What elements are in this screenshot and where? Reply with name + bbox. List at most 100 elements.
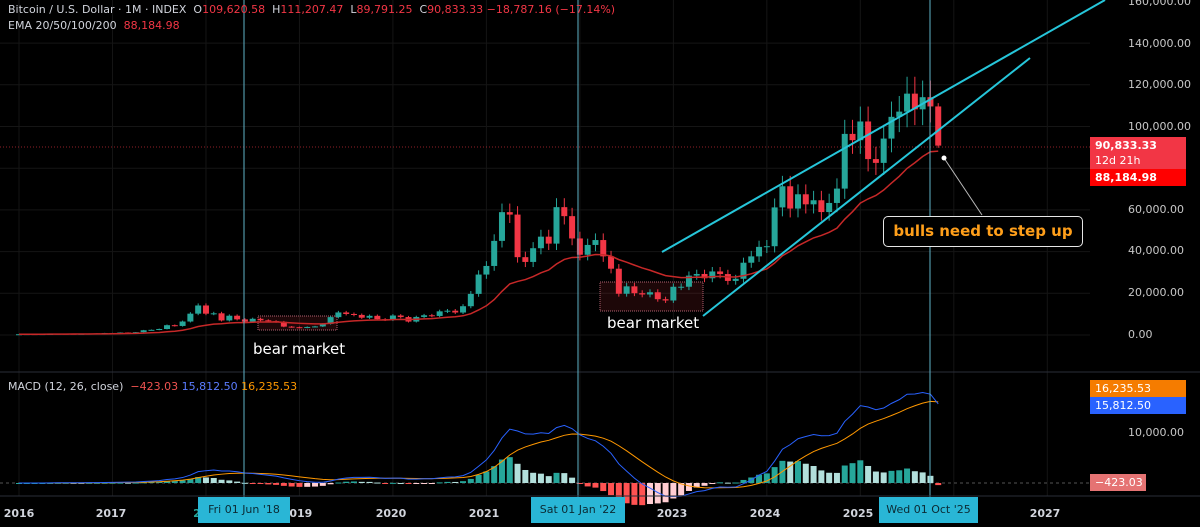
macd-histogram-bar: [164, 481, 171, 483]
candle-body: [623, 286, 630, 294]
macd-legend: MACD (12, 26, close) −423.03 15,812.50 1…: [8, 380, 297, 394]
signal-tag: 16,235.53: [1090, 380, 1186, 397]
macd-histogram-bar: [179, 480, 186, 483]
symbol-title[interactable]: Bitcoin / U.S. Dollar · 1M · INDEX: [8, 3, 187, 16]
macd-histogram-bar: [187, 478, 194, 483]
macd-histogram-bar: [257, 483, 264, 484]
macd-histogram-bar: [366, 481, 373, 483]
macd-histogram-bar: [623, 483, 630, 504]
ema-value: 88,184.98: [123, 19, 180, 32]
macd-signal-line: [18, 400, 939, 489]
candle-body: [475, 274, 482, 294]
candle-body: [787, 186, 794, 209]
macd-histogram-bar: [833, 472, 840, 483]
change-value: −18,787.16 (−17.14%): [486, 3, 616, 16]
macd-histogram-bar: [16, 483, 22, 484]
macd-histogram-bar: [148, 482, 155, 484]
candle-body: [857, 121, 864, 141]
candle-body: [818, 200, 825, 213]
macd-line: [18, 392, 939, 497]
candle-body: [343, 312, 350, 314]
macd-histogram-bar: [553, 472, 560, 483]
candle-body: [327, 317, 334, 324]
candle-body: [428, 315, 435, 317]
candle-body: [553, 207, 560, 244]
macd-histogram-bar: [514, 463, 521, 483]
channel-upper-line[interactable]: [661, 0, 1106, 253]
candle-body: [436, 311, 443, 316]
candle-body: [280, 321, 287, 327]
candle-body: [779, 186, 786, 208]
macd-histogram-bar: [857, 460, 864, 483]
candle-body: [537, 236, 544, 249]
macd-histogram-bar: [140, 482, 147, 484]
macd-histogram-bar: [795, 461, 801, 483]
macd-tag: 15,812.50: [1090, 397, 1186, 414]
price-tick: 20,000.00: [1128, 286, 1184, 299]
candle-body: [421, 315, 428, 317]
candle-body: [171, 325, 178, 327]
macd-histogram-bar: [584, 483, 591, 487]
macd-histogram-bar: [646, 483, 653, 505]
macd-histogram-bar: [763, 473, 770, 483]
macd-histogram-bar: [389, 482, 396, 484]
macd-histogram-bar: [911, 471, 918, 483]
macd-histogram-bar: [872, 471, 879, 483]
macd-histogram-bar: [280, 483, 287, 486]
candle-body: [709, 271, 716, 279]
crosshair-date-2025: Wed 01 Oct '25: [879, 497, 978, 523]
macd-histogram-bar: [171, 481, 178, 483]
macd-label[interactable]: MACD (12, 26, close): [8, 380, 124, 393]
candle-body: [140, 330, 147, 333]
hist-tag: −423.03: [1090, 474, 1146, 491]
callout-bulls[interactable]: bulls need to step up: [883, 216, 1083, 247]
macd-histogram-bar: [576, 483, 583, 484]
macd-histogram-bar: [436, 482, 443, 484]
channel-lower-line[interactable]: [702, 57, 1031, 317]
candle-body: [600, 240, 607, 257]
callout-anchor[interactable]: [941, 155, 947, 161]
bear-market-label-2022[interactable]: bear market: [607, 314, 700, 332]
candle-body: [646, 292, 653, 295]
candle-body: [748, 256, 755, 263]
macd-histogram-bar: [210, 478, 217, 483]
candle-body: [397, 315, 404, 318]
ema-legend: EMA 20/50/100/200 88,184.98: [8, 19, 180, 33]
candle-body: [257, 318, 264, 321]
candle-body: [592, 240, 599, 245]
price-tick: 160,000.00: [1128, 0, 1191, 8]
macd-histogram-bar: [685, 483, 692, 491]
ema-label[interactable]: EMA 20/50/100/200: [8, 19, 117, 32]
candle-body: [576, 238, 583, 255]
macd-histogram-bar: [86, 482, 93, 484]
bear-market-label-2018[interactable]: bear market: [253, 340, 346, 358]
macd-histogram-bar: [841, 465, 848, 483]
candles: [16, 76, 942, 336]
macd-histogram-bar: [935, 483, 942, 486]
macd-histogram-bar: [350, 481, 357, 483]
macd-histogram-bar: [615, 483, 622, 502]
macd-histogram-bar: [234, 481, 241, 483]
macd-histogram-bar: [343, 481, 350, 483]
candle-body: [148, 329, 155, 331]
macd-histogram-bar: [483, 471, 490, 483]
candle-body: [234, 315, 241, 320]
macd-histogram-bar: [670, 483, 677, 499]
macd-value: 15,812.50: [181, 380, 238, 393]
macd-histogram-bar: [865, 465, 872, 483]
macd-histogram-bar: [537, 473, 544, 483]
macd-histogram-bar: [327, 483, 334, 485]
macd-histogram-bar: [70, 482, 77, 484]
candle-body: [771, 207, 778, 247]
candle-body: [506, 212, 513, 215]
candle-body: [522, 257, 529, 262]
candle-body: [164, 325, 171, 330]
candle-body: [265, 320, 272, 322]
price-tick: 120,000.00: [1128, 78, 1191, 91]
candle-body: [241, 319, 248, 322]
candle-body: [872, 159, 879, 163]
candle-body: [210, 313, 217, 315]
price-tick: 40,000.00: [1128, 244, 1184, 257]
macd-histogram-bar: [132, 482, 139, 484]
